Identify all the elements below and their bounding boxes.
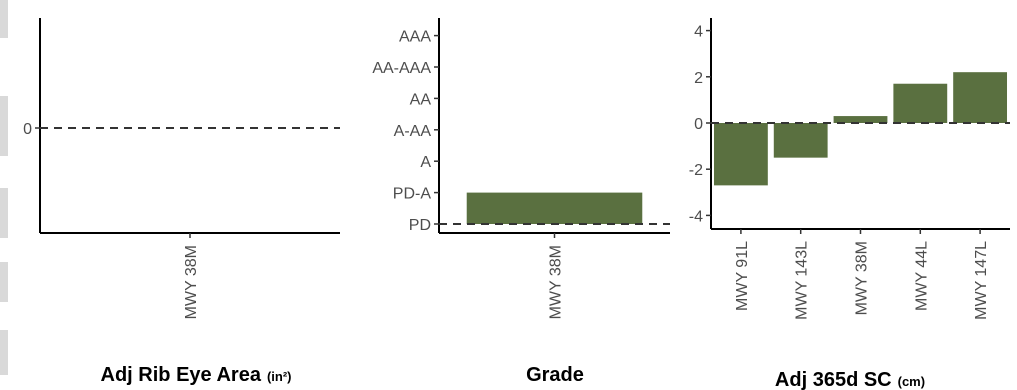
- panel-title-unit: (cm): [898, 374, 925, 389]
- y-tick-label-2: 2: [694, 70, 703, 87]
- left-edge-strip: [0, 0, 8, 390]
- panel-title-unit: (in²): [267, 369, 292, 384]
- x-tick-label-mwy-38m: MWY 38M: [183, 245, 200, 319]
- y-tick-label-2: -2: [689, 162, 703, 179]
- x-tick-label-mwy-91l: MWY 91L: [734, 241, 751, 311]
- y-tick-label-aa-aaa: AA-AAA: [372, 60, 431, 77]
- bar-mwy-44l: [893, 83, 948, 123]
- panel-title: Adj Rib Eye Area (in²): [101, 364, 292, 386]
- x-tick-label-mwy-38m: MWY 38M: [854, 241, 871, 315]
- y-tick-label-0: 0: [694, 116, 703, 133]
- y-tick-label-pd: PD: [409, 217, 431, 234]
- x-tick-label-mwy-38m: MWY 38M: [548, 245, 565, 319]
- panel-rib-eye-area: 0 MWY 38M Adj Rib Eye Area (in²): [23, 18, 340, 386]
- y-tick-label-a-aa: A-AA: [394, 123, 432, 140]
- y-tick-label-0: 0: [23, 121, 32, 138]
- y-tick-label-a: A: [420, 154, 431, 171]
- bar-mwy-38m: [466, 192, 643, 224]
- x-tick-label-mwy-44l: MWY 44L: [913, 241, 930, 311]
- x-tick-label-mwy-147l: MWY 147L: [973, 241, 990, 320]
- panel-title: Grade: [526, 364, 584, 386]
- bar-mwy-91l: [713, 123, 768, 186]
- bar-mwy-147l: [953, 72, 1008, 123]
- y-tick-label-aaa: AAA: [399, 29, 431, 46]
- y-tick-label-4: 4: [694, 24, 703, 41]
- x-tick-label-mwy-143l: MWY 143L: [794, 241, 811, 320]
- y-tick-label-pd-a: PD-A: [393, 186, 432, 203]
- y-tick-label-aa: AA: [410, 91, 432, 108]
- panel-title: Adj 365d SC (cm): [775, 369, 925, 390]
- panel-365d-sc: -4 -2 0 2 4 MWY 91L MWY 143L MWY 38M MWY 44L MWY …: [689, 18, 1010, 390]
- bar-mwy-143l: [773, 123, 828, 158]
- y-tick-label-4: -4: [689, 208, 703, 225]
- bar-mwy-38m: [833, 116, 888, 123]
